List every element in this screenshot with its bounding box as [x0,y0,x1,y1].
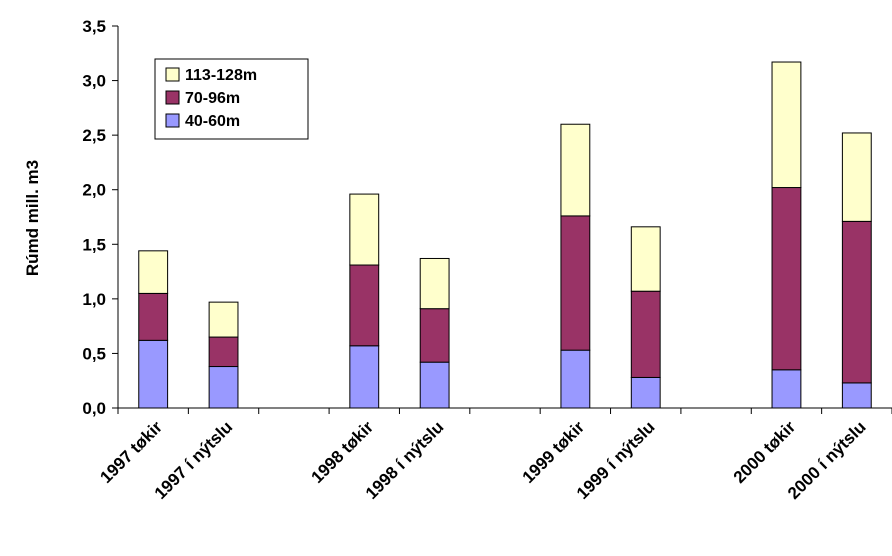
bar-9-series-2 [771,61,802,189]
x-tick-label-9: 2000 tøkir [730,417,800,487]
bar-1-series-1 [208,336,239,368]
legend-box [154,58,309,140]
legend: 113-128m 70-96m 40-60m [154,58,309,140]
bar-6-series-0 [560,349,591,409]
bar-1-series-0 [208,366,239,409]
axes-layer [112,25,892,414]
bar-0-series-1 [138,292,169,341]
x-tick-label-3: 1998 tøkir [308,417,378,487]
bar-4-series-0 [419,361,450,409]
legend-swatch-1 [165,90,180,105]
bar-3-series-0 [349,345,380,409]
bar-4-series-2 [419,257,450,310]
y-tick-label-4: 2,0 [82,181,106,200]
bar-1-series-2 [208,301,239,338]
y-tick-label-6: 3,0 [82,72,106,91]
y-tick-label-3: 1,5 [82,235,106,254]
bar-3-series-2 [349,193,380,266]
y-axis-title: Rúmd mill. m3 [23,160,42,276]
x-tick-label-0: 1997 tøkir [96,417,166,487]
y-tick-labels: 0,0 0,5 1,0 1,5 2,0 2,5 3,0 3,5 [82,17,106,418]
y-tick-label-1: 0,5 [82,344,106,363]
bar-9-series-0 [771,369,802,409]
bar-6-series-2 [560,123,591,217]
bar-7-series-2 [630,226,661,292]
legend-swatch-2 [165,113,180,128]
bar-6-series-1 [560,215,591,351]
bar-10-series-0 [841,382,872,409]
y-tick-label-2: 1,0 [82,290,106,309]
legend-label-1: 70-96m [185,90,240,107]
bar-10-series-1 [841,220,872,384]
bar-4-series-1 [419,308,450,363]
legend-label-0: 113-128m [185,67,257,84]
bar-9-series-1 [771,187,802,371]
bar-7-series-1 [630,290,661,378]
bar-10-series-2 [841,132,872,222]
bar-0-series-2 [138,250,169,294]
bar-7-series-0 [630,376,661,409]
y-tick-label-0: 0,0 [82,399,106,418]
legend-swatch-0 [165,67,180,82]
y-tick-label-7: 3,5 [82,17,106,36]
x-tick-label-6: 1999 tøkir [519,417,589,487]
y-tick-label-5: 2,5 [82,126,106,145]
legend-label-2: 40-60m [185,113,240,130]
bar-0-series-0 [138,339,169,409]
bars-layer [138,61,872,409]
bar-3-series-1 [349,264,380,347]
